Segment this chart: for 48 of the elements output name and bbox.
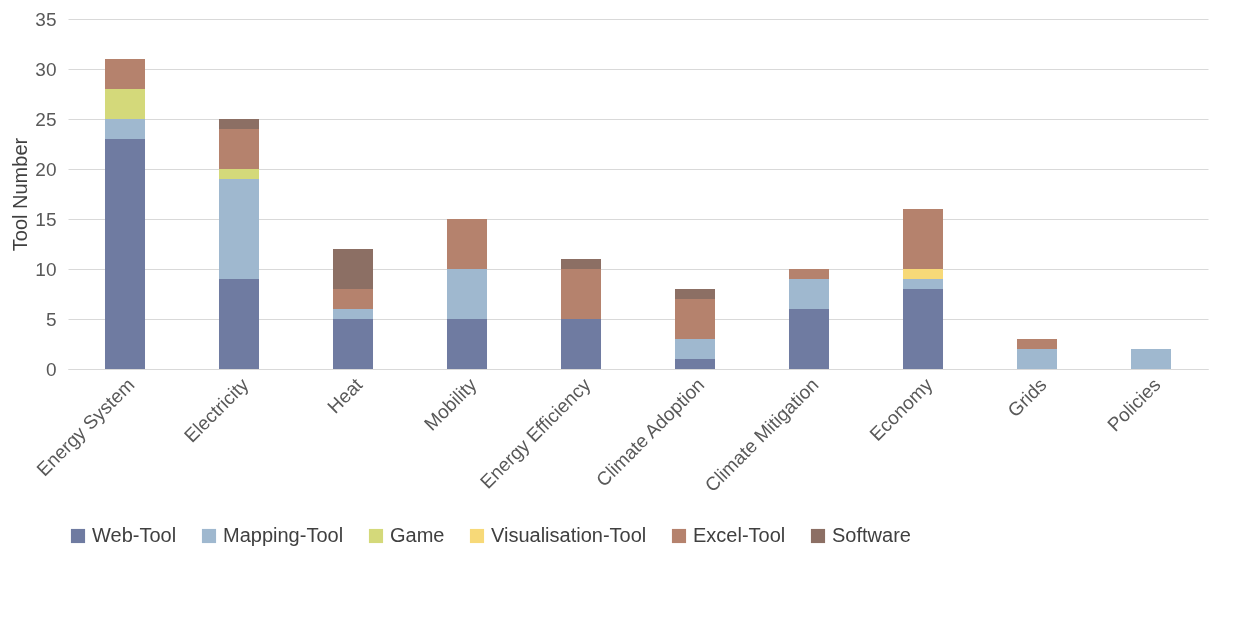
- y-tick-label: 0: [45, 358, 57, 380]
- bar: [902, 289, 944, 369]
- y-tick-label: 30: [35, 58, 57, 80]
- bar: [1130, 349, 1172, 369]
- bar: [218, 129, 260, 169]
- bar: [674, 289, 716, 299]
- bar: [218, 279, 260, 369]
- bar: [1016, 349, 1058, 369]
- bar: [674, 359, 716, 369]
- legend-label: Software: [832, 524, 911, 546]
- y-tick-label: 5: [45, 308, 57, 330]
- bar: [902, 269, 944, 279]
- bar: [104, 59, 146, 89]
- bar: [902, 279, 944, 289]
- bar: [788, 309, 830, 369]
- bar: [332, 319, 374, 369]
- bar: [218, 119, 260, 129]
- bar: [902, 209, 944, 269]
- bar: [104, 89, 146, 119]
- bar: [788, 269, 830, 279]
- y-tick-label: 25: [35, 108, 57, 130]
- bar: [446, 219, 488, 269]
- bar: [218, 179, 260, 279]
- bar: [788, 279, 830, 309]
- y-tick-label: 35: [35, 8, 57, 30]
- legend-label: Mapping-Tool: [223, 524, 344, 546]
- y-tick-label: 20: [35, 158, 57, 180]
- bar: [560, 269, 602, 319]
- legend-label: Game: [390, 524, 445, 546]
- bar: [332, 309, 374, 319]
- bar: [104, 119, 146, 139]
- bar: [560, 259, 602, 269]
- bar: [104, 139, 146, 369]
- legend-label: Web-Tool: [92, 524, 177, 546]
- bar: [674, 299, 716, 339]
- bar: [332, 289, 374, 309]
- legend-label: Visualisation-Tool: [491, 524, 647, 546]
- bar: [674, 339, 716, 359]
- legend-label: Excel-Tool: [693, 524, 786, 546]
- bar: [332, 249, 374, 289]
- y-tick-label: 10: [35, 258, 57, 280]
- bar: [1016, 339, 1058, 349]
- bar: [446, 319, 488, 369]
- bar: [218, 169, 260, 179]
- y-axis-title: Tool Number: [9, 137, 32, 252]
- bar: [446, 269, 488, 319]
- y-tick-label: 15: [35, 208, 57, 230]
- bar: [560, 319, 602, 369]
